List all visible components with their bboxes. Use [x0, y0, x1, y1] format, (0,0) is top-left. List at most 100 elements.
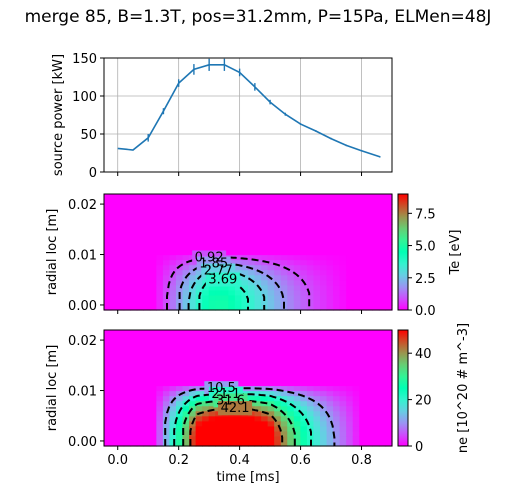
heatmap-cell — [104, 340, 112, 346]
heatmap-cell — [241, 375, 249, 382]
heatmap-cell — [339, 199, 347, 205]
heatmap-cell — [143, 194, 151, 200]
heatmap-cell — [208, 209, 216, 215]
heatmap-cell — [365, 345, 373, 351]
heatmap-cell — [123, 289, 131, 296]
heatmap-cell — [365, 420, 373, 427]
heatmap-cell — [300, 294, 308, 301]
heatmap-cell — [261, 380, 269, 387]
heatmap-cell — [215, 239, 223, 246]
heatmap-cell — [326, 380, 334, 387]
heatmap-cell — [280, 430, 288, 437]
heatmap-cell — [169, 244, 177, 251]
heatmap-cell — [169, 209, 177, 215]
heatmap-cell — [162, 204, 171, 210]
heatmap-cell — [117, 375, 125, 382]
heatmap-cell — [202, 294, 210, 301]
heatmap-cell — [385, 279, 393, 286]
heatmap-cell — [385, 249, 393, 256]
heatmap-cell — [385, 224, 393, 230]
heatmap-cell — [280, 289, 288, 296]
heatmap-cell — [156, 229, 164, 235]
heatmap-cell — [156, 244, 164, 251]
heatmap-cell — [378, 219, 387, 225]
heatmap-cell — [346, 304, 354, 311]
heatmap-cell — [149, 335, 157, 341]
heatmap-cell — [346, 365, 354, 371]
heatmap-cell — [130, 259, 138, 266]
heatmap-cell — [195, 204, 203, 210]
heatmap-cell — [365, 199, 373, 205]
heatmap-cell — [293, 380, 301, 387]
heatmap-cell — [326, 425, 334, 432]
heatmap-cell — [274, 415, 282, 422]
heatmap-cell — [162, 274, 171, 281]
heatmap-cell — [300, 269, 308, 276]
heatmap-cell — [254, 390, 262, 397]
heatmap-cell — [280, 274, 288, 281]
heatmap-cell — [300, 249, 308, 256]
heatmap-cell — [117, 385, 125, 392]
heatmap-cell — [267, 249, 275, 256]
heatmap-cell — [333, 425, 341, 432]
heatmap-cell — [306, 360, 315, 366]
heatmap-cell — [176, 330, 184, 336]
heatmap-cell — [162, 284, 171, 291]
heatmap-cell — [372, 375, 380, 382]
heatmap-cell — [280, 385, 288, 392]
heatmap-cell — [169, 279, 177, 286]
heatmap-cell — [123, 420, 131, 427]
heatmap-cell — [313, 410, 321, 417]
heatmap-cell — [378, 204, 387, 210]
heatmap-cell — [287, 335, 295, 341]
heatmap-cell — [300, 360, 308, 366]
heatmap-cell — [346, 330, 354, 336]
heatmap-cell — [228, 335, 236, 341]
heatmap-cell — [169, 239, 177, 246]
heatmap-cell — [320, 259, 328, 266]
heatmap-cell — [280, 330, 288, 336]
heatmap-cell — [117, 390, 125, 397]
heatmap-cell — [287, 425, 295, 432]
heatmap-cell — [346, 224, 354, 230]
heatmap-cell — [136, 224, 144, 230]
heatmap-cell — [287, 365, 295, 371]
heatmap-cell — [169, 330, 177, 336]
heatmap-cell — [130, 385, 138, 392]
heatmap-cell — [149, 289, 157, 296]
heatmap-y-axis-label: radial loc [m] — [45, 209, 60, 296]
heatmap-cell — [385, 219, 393, 225]
heatmap-cell — [110, 254, 118, 261]
heatmap-cell — [110, 219, 118, 225]
heatmap-cell — [248, 435, 256, 442]
heatmap-cell — [182, 355, 190, 361]
heatmap-cell — [326, 385, 334, 392]
heatmap-cell — [280, 350, 288, 356]
heatmap-cell — [143, 345, 151, 351]
heatmap-cell — [359, 400, 367, 407]
heatmap-cell — [287, 415, 295, 422]
heatmap-cell — [208, 284, 216, 291]
heatmap-cell — [208, 229, 216, 235]
heatmap-cell — [320, 289, 328, 296]
heatmap-cell — [274, 355, 282, 361]
heatmap-cell — [143, 214, 151, 220]
heatmap-cell — [143, 284, 151, 291]
heatmap-cell — [169, 410, 177, 417]
heatmap-cell — [248, 345, 256, 351]
heatmap-cell — [274, 410, 282, 417]
heatmap-cell — [339, 345, 347, 351]
heatmap-cell — [241, 294, 249, 301]
heatmap-cell — [300, 284, 308, 291]
heatmap-cell — [169, 405, 177, 412]
heatmap-cell — [136, 335, 144, 341]
heatmap-cell — [182, 350, 190, 356]
power-y-tick-label: 0 — [89, 166, 97, 181]
heatmap-cell — [248, 289, 256, 296]
heatmap-cell — [176, 360, 184, 366]
heatmap-cell — [333, 274, 341, 281]
heatmap-cell — [339, 390, 347, 397]
heatmap-cell — [169, 289, 177, 296]
heatmap-cell — [169, 345, 177, 351]
